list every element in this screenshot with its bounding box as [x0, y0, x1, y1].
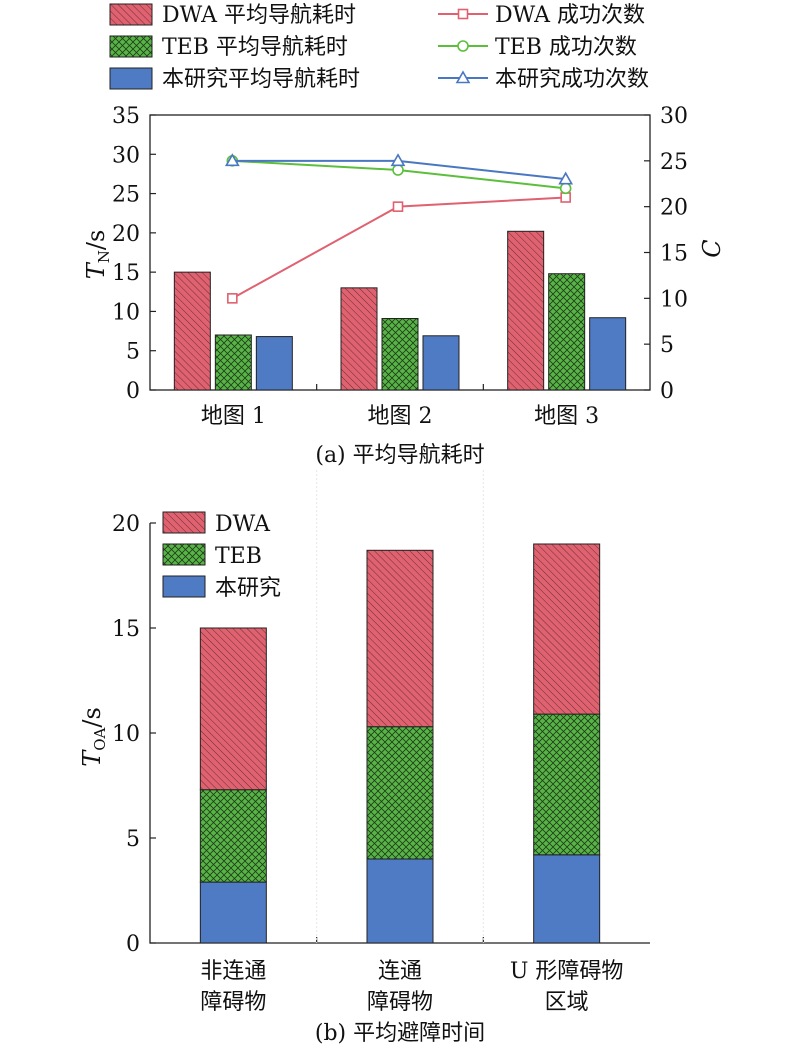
legend-marker-ours_line: [455, 70, 471, 84]
bar-teb-3: [548, 273, 586, 391]
bar-ours-2: [422, 335, 460, 391]
legend-label-dwa: DWA 平均导航耗时: [162, 3, 356, 28]
stack-ours-3: [533, 854, 601, 944]
legend-swatch-dwa: [109, 3, 153, 26]
chart-a-ytick-label: 30: [112, 143, 140, 168]
stack-teb-2: [366, 726, 434, 860]
chart-a-ylabel: TN/s: [82, 230, 113, 280]
chart-b-xtick-label: 非连通: [200, 959, 266, 984]
chart-b-xtick-label: 区域: [545, 990, 589, 1015]
chart-a-xtick-label: 地图 2: [368, 404, 433, 429]
bar-teb-2: [381, 318, 419, 391]
stack-teb-1: [199, 789, 267, 883]
chart-b-ytick-label: 10: [112, 722, 140, 747]
chart-a-y2tick-label: 15: [660, 242, 688, 267]
chart-a-y2tick-label: 0: [660, 379, 674, 404]
chart-a-ytick-label: 20: [112, 222, 140, 247]
stack-dwa-2: [366, 549, 434, 728]
chart-b-legend-swatch-dwa: [162, 511, 206, 534]
chart-b-legend-swatch-ours: [162, 575, 206, 598]
chart-a-ytick-label: 35: [112, 104, 140, 129]
chart-a-ytick-label: 15: [112, 261, 140, 286]
chart-b-xtick-label: 障碍物: [200, 990, 266, 1015]
stack-ours-1: [199, 881, 267, 944]
chart-a-bars: [173, 230, 627, 391]
marker-dwa_line-3: [560, 192, 571, 203]
chart-b-ylabel-unit: /s: [78, 707, 106, 727]
bar-dwa-3: [507, 230, 545, 391]
stack-teb-3: [533, 713, 601, 856]
marker-ours_line-1: [224, 153, 240, 167]
chart-a-xtick-label: 地图 1: [201, 404, 266, 429]
marker-ours_line-3: [558, 171, 574, 185]
chart-a-ytick-label: 25: [112, 183, 140, 208]
legend-label-ours: 本研究平均导航耗时: [162, 67, 360, 92]
chart-b-xtick-label: U 形障碍物: [510, 959, 624, 984]
chart-a-lines: [224, 153, 574, 304]
chart-b-ytick-label: 0: [126, 932, 140, 957]
chart-a-xtick-label: 地图 3: [534, 404, 599, 429]
chart-a-y2tick-label: 25: [660, 150, 688, 175]
chart-a-ylabel-unit: /s: [82, 230, 110, 250]
chart-b-legend: DWA TEB 本研究: [162, 511, 281, 601]
chart-b-ytick-label: 15: [112, 617, 140, 642]
chart-b-ylabel: TOA/s: [78, 707, 109, 767]
legend-label-line-dwa_line: DWA 成功次数: [495, 3, 645, 28]
legend-label-teb: TEB 平均导航耗时: [162, 35, 348, 60]
chart-b-ytick-label: 5: [126, 827, 140, 852]
chart-a-y2tick-label: 20: [660, 196, 688, 221]
chart-a-ylabel-main: T: [82, 261, 110, 279]
chart-b-xtick-label: 连通: [378, 959, 422, 984]
legend-swatch-ours: [109, 67, 153, 90]
chart-b-bars: [199, 543, 601, 944]
stack-ours-2: [366, 858, 434, 944]
chart-a-y2tick-label: 30: [660, 104, 688, 129]
chart-b-ylabel-main: T: [78, 749, 106, 767]
legend-marker-dwa_line: [457, 8, 469, 20]
chart-b-title: (b) 平均避障时间: [315, 1021, 485, 1046]
chart-a-y2tick-label: 10: [660, 287, 688, 312]
legend-marker-teb_line: [457, 40, 469, 52]
legend-swatch-teb: [109, 35, 153, 58]
legend-label-line-ours_line: 本研究成功次数: [495, 67, 649, 92]
marker-dwa_line-1: [227, 293, 238, 304]
bar-teb-1: [214, 334, 252, 391]
legend-label-line-teb_line: TEB 成功次数: [495, 35, 637, 60]
bar-ours-1: [255, 336, 293, 391]
chart-a-ytick-label: 5: [126, 340, 140, 365]
marker-teb_line-3: [559, 182, 572, 195]
chart-b-legend-label-dwa: DWA: [215, 512, 271, 537]
marker-ours_line-2: [390, 153, 406, 167]
chart-a-y2label: C: [698, 239, 726, 257]
bar-ours-3: [589, 317, 627, 391]
marker-teb_line-2: [392, 164, 404, 176]
stack-dwa-1: [199, 627, 267, 791]
chart-a-ytick-label: 0: [126, 379, 140, 404]
chart-a-labels: 0 5 10 15 20 25 30 35 0 5 10 15 20 25 30 地图 1 地图 2 地图 3 TN…: [82, 104, 726, 429]
bar-dwa-1: [173, 271, 211, 391]
chart-a-y2tick-label: 5: [660, 333, 674, 358]
chart-b-ylabel-sub: OA: [91, 727, 109, 750]
stack-dwa-3: [533, 543, 601, 715]
marker-dwa_line-2: [392, 201, 404, 212]
chart-b-legend-label-ours: 本研究: [215, 576, 281, 601]
chart-a-ylabel-sub: N: [95, 250, 113, 263]
chart-b-ytick-label: 20: [112, 512, 140, 537]
chart-a-title: (a) 平均导航耗时: [315, 443, 484, 468]
bar-dwa-2: [340, 287, 378, 391]
chart-a-ytick-label: 10: [112, 300, 140, 325]
chart-b-legend-label-teb: TEB: [215, 544, 262, 569]
chart-b-xtick-label: 障碍物: [367, 990, 433, 1015]
chart-b-legend-swatch-teb: [162, 543, 206, 566]
chart-b-axes: [149, 470, 650, 944]
